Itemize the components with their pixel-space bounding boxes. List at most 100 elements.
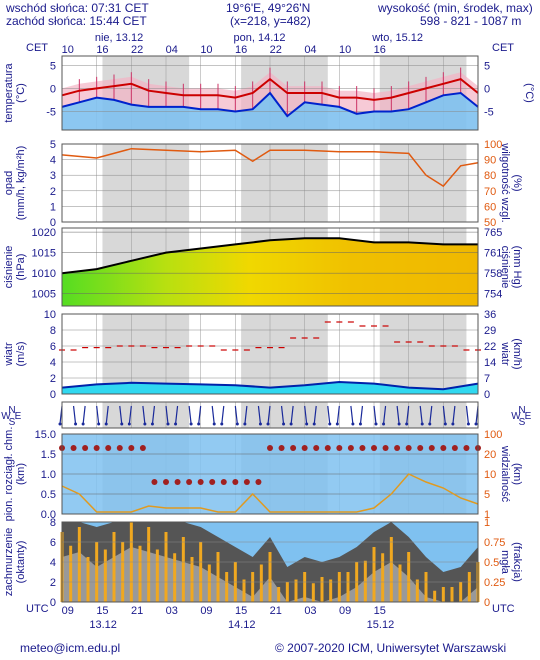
wind-arrow-head	[474, 422, 478, 426]
wind-arrow-head	[282, 422, 286, 426]
cloud-extent-dot	[82, 445, 89, 451]
cloud-extent-dot	[267, 445, 273, 451]
cloud-bar	[441, 587, 445, 602]
wind-arrow-head	[397, 422, 401, 426]
wind-arrow	[198, 405, 202, 425]
cloud-extent-dot	[382, 445, 389, 451]
cloud-bar	[155, 549, 159, 602]
pressure-tick-left: 1005	[32, 289, 56, 301]
pressure-line	[61, 237, 478, 275]
top-day-label: wto, 15.12	[371, 32, 423, 44]
pressure-tick-right: 754	[484, 289, 502, 301]
bottom-day-label: 15.12	[367, 619, 395, 631]
cloud-extent-dot	[394, 445, 401, 451]
wind-arrow-head	[58, 422, 62, 426]
sunset-text: zachód słońca: 15:44 CET	[6, 14, 147, 28]
bottom-hour-label: 09	[62, 605, 74, 617]
cloud-extent-dot	[347, 445, 354, 451]
humidity-axis-label: (%)wilgotność wzgl.	[499, 142, 523, 222]
cloud-extent-dot	[428, 445, 435, 451]
pressure-tick-left: 1015	[32, 248, 56, 260]
cloud-bar	[277, 587, 281, 602]
cloud-axis-label-line: (oktanty)	[15, 541, 27, 584]
cloud-extent-dot	[405, 445, 412, 451]
temp-tick-left: -5	[46, 107, 56, 119]
grid-point-text: (x=218, y=482)	[230, 14, 311, 28]
precip-tick-left: 1	[50, 201, 56, 213]
wind-arrow	[234, 405, 238, 425]
wind-arrow-head	[166, 422, 170, 426]
pressure-axis-label-left-line: (hPa)	[15, 254, 27, 281]
cloud-extent-dot	[359, 445, 366, 451]
wind-arrow-head	[428, 422, 432, 426]
top-hour-label: 04	[166, 44, 178, 56]
precip-tick-left: 4	[50, 155, 56, 167]
bottom-timezone-right: UTC	[492, 603, 515, 615]
wind-arrow-head	[212, 422, 216, 426]
wind-arrow	[452, 405, 456, 425]
wind-arrow-head	[150, 422, 154, 426]
wind-tick-left: 10	[44, 309, 56, 321]
cloud-extent-dot	[440, 445, 447, 451]
wind-arrow-head	[382, 422, 386, 426]
wind-arrow-head	[328, 422, 332, 426]
cloud-bar	[181, 537, 185, 602]
humidity-line	[61, 147, 479, 188]
fog-axis-label-line: mgła	[499, 550, 511, 575]
cloud-bar	[285, 582, 289, 602]
cloud-tick-left: 8	[50, 517, 56, 529]
wind-arrow	[257, 405, 262, 425]
wind-arrow-head	[335, 422, 339, 426]
wind-arrow	[313, 405, 317, 425]
copyright-text: © 2007-2020 ICM, Uniwersytet Warszawski	[275, 641, 507, 655]
compass-n-right: N	[518, 405, 525, 416]
cloud-bar	[415, 579, 419, 602]
bottom-hour-label: 15	[235, 605, 247, 617]
temp-max-line	[61, 77, 479, 101]
pressure-tick-right: 765	[484, 227, 502, 239]
precip-tick-left: 3	[50, 170, 56, 182]
fog-tick-right: 1	[484, 517, 490, 529]
bottom-hour-label: 09	[200, 605, 212, 617]
cloud-extent-dot	[70, 445, 77, 451]
wind-arrow	[465, 405, 470, 425]
contact-email[interactable]: meteo@icm.edu.pl	[20, 641, 121, 655]
wind-arrow	[382, 405, 387, 425]
coordinates-text: 19°6'E, 49°26'N	[226, 1, 311, 15]
wind-arrow-head	[451, 422, 455, 426]
cloud-bar	[407, 552, 411, 602]
pressure-tick-left: 1010	[32, 268, 56, 280]
vis-tick-right: 20	[484, 449, 496, 461]
humidity-tick-right: 50	[484, 217, 496, 229]
top-timezone-right: CET	[492, 42, 514, 54]
panel-border-press	[61, 227, 479, 307]
wind-tick-left: 2	[50, 373, 56, 385]
cloud-bar	[337, 572, 341, 602]
pressure-axis-label-right: (mm Hg)ciśnienie	[499, 246, 523, 289]
wind-arrow-head	[143, 422, 147, 426]
panel-border-precip	[61, 143, 479, 223]
cloud-bar	[320, 577, 324, 602]
pressure-tick-left: 1020	[32, 227, 56, 239]
cloud-extent-dot	[232, 479, 239, 485]
wind-arrow-head	[81, 422, 85, 426]
cloud-bar	[164, 532, 168, 602]
temp-tick-right: 5	[484, 60, 490, 72]
cloud-bar	[112, 532, 116, 602]
wind-arrow-head	[405, 422, 409, 426]
cloud-bar	[86, 557, 90, 602]
cloud-extent-dot	[186, 479, 193, 485]
cloud-bar	[398, 564, 402, 602]
temp-axis-label-left-line: (°C)	[15, 83, 27, 103]
wind-arrow	[105, 405, 109, 425]
wind-axis-label-right: (km/h)wiatr	[499, 338, 523, 369]
wind-arrow	[442, 405, 446, 425]
cloud-bar	[363, 560, 367, 602]
night-band-precip-0	[102, 144, 190, 222]
cloud-bar	[303, 572, 307, 602]
cloud-extent-dot	[463, 445, 470, 451]
fog-tick-right: 0.25	[484, 577, 505, 589]
panel-border-vis	[61, 433, 479, 515]
cloud-bar	[424, 572, 428, 602]
wind-arrow-head	[289, 422, 293, 426]
